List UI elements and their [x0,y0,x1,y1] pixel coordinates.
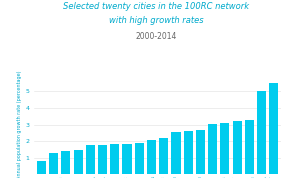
Bar [61,151,70,174]
Bar [245,120,254,174]
Bar [110,144,119,174]
Bar [98,145,107,174]
Bar [147,140,156,174]
Text: 2000-2014: 2000-2014 [135,32,177,41]
Bar [135,143,144,174]
Bar [122,144,131,174]
Bar [196,130,205,174]
Bar [49,153,58,174]
Bar [269,83,278,174]
Bar [184,131,193,174]
Bar [233,121,242,174]
Bar [208,124,217,174]
Bar [37,161,46,174]
Bar [86,145,95,174]
Bar [171,132,181,174]
Text: Selected twenty cities in the 100RC network: Selected twenty cities in the 100RC netw… [63,2,249,11]
Bar [159,138,168,174]
Text: with high growth rates: with high growth rates [109,16,204,25]
Bar [220,123,229,174]
Y-axis label: Annual population growth rate (percentage): Annual population growth rate (percentag… [17,70,22,178]
Bar [257,91,266,174]
Bar [74,150,83,174]
